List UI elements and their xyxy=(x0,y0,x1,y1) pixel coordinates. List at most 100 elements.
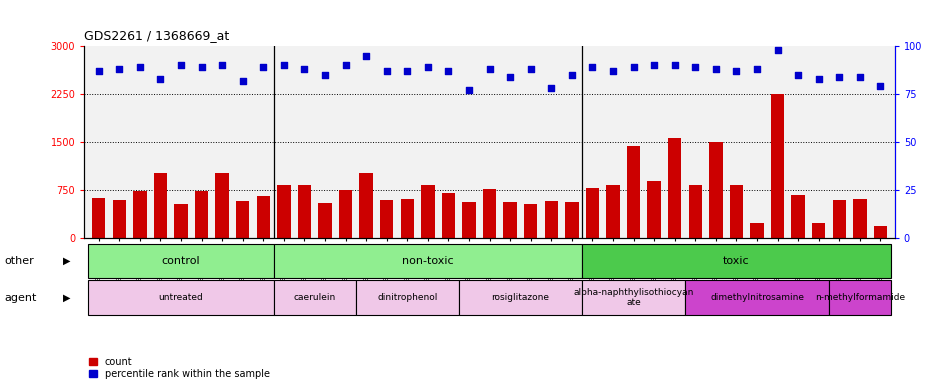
Bar xyxy=(729,185,742,238)
Bar xyxy=(154,174,167,238)
Bar xyxy=(174,204,187,238)
Point xyxy=(400,68,415,74)
Legend: count, percentile rank within the sample: count, percentile rank within the sample xyxy=(89,357,270,379)
Point xyxy=(317,72,332,78)
Bar xyxy=(277,185,290,238)
Text: alpha-naphthylisothiocyan
ate: alpha-naphthylisothiocyan ate xyxy=(573,288,693,307)
Bar xyxy=(256,196,270,238)
Bar xyxy=(461,202,475,238)
Point xyxy=(769,47,784,53)
Bar xyxy=(564,202,578,238)
Bar xyxy=(581,280,684,315)
Point xyxy=(749,66,764,72)
Text: other: other xyxy=(5,256,35,266)
Point xyxy=(502,74,517,80)
Bar xyxy=(88,244,273,278)
Text: ▶: ▶ xyxy=(63,256,70,266)
Text: non-toxic: non-toxic xyxy=(402,256,453,266)
Point xyxy=(441,68,456,74)
Point xyxy=(584,64,599,70)
Point xyxy=(522,66,537,72)
Point xyxy=(379,68,394,74)
Bar xyxy=(401,199,414,238)
Point xyxy=(420,64,435,70)
Bar xyxy=(133,191,146,238)
Bar xyxy=(459,280,581,315)
Bar xyxy=(421,185,434,238)
Point xyxy=(563,72,578,78)
Bar xyxy=(688,185,701,238)
Bar xyxy=(626,146,639,238)
Point xyxy=(625,64,640,70)
Point xyxy=(153,76,168,82)
Bar xyxy=(359,174,373,238)
Bar xyxy=(195,191,208,238)
Bar xyxy=(380,200,393,238)
Bar xyxy=(273,244,581,278)
Point xyxy=(605,68,620,74)
Bar xyxy=(770,94,783,238)
Bar xyxy=(273,280,356,315)
Bar xyxy=(298,185,311,238)
Bar xyxy=(544,201,557,238)
Point xyxy=(297,66,312,72)
Point xyxy=(256,64,271,70)
Text: n-methylformamide: n-methylformamide xyxy=(814,293,904,302)
Point xyxy=(811,76,826,82)
Bar xyxy=(684,280,828,315)
Point xyxy=(91,68,106,74)
Text: dimethylnitrosamine: dimethylnitrosamine xyxy=(709,293,803,302)
Point xyxy=(872,83,887,89)
Bar xyxy=(318,203,331,238)
Point xyxy=(276,62,291,68)
Text: untreated: untreated xyxy=(158,293,203,302)
Point xyxy=(481,66,496,72)
Point xyxy=(358,53,373,59)
Bar xyxy=(88,280,273,315)
Bar xyxy=(832,200,845,238)
Bar xyxy=(356,280,459,315)
Bar xyxy=(482,189,496,238)
Point xyxy=(790,72,805,78)
Point xyxy=(338,62,353,68)
Bar xyxy=(853,199,866,238)
Bar xyxy=(339,190,352,238)
Text: ▶: ▶ xyxy=(63,293,70,303)
Text: GDS2261 / 1368669_at: GDS2261 / 1368669_at xyxy=(84,29,229,42)
Bar xyxy=(215,174,228,238)
Bar xyxy=(523,204,537,238)
Bar xyxy=(872,226,886,238)
Point xyxy=(194,64,209,70)
Point xyxy=(235,78,250,84)
Text: toxic: toxic xyxy=(723,256,749,266)
Point xyxy=(214,62,229,68)
Point xyxy=(111,66,126,72)
Point xyxy=(831,74,846,80)
Bar xyxy=(812,223,825,238)
Point xyxy=(646,62,661,68)
Bar xyxy=(709,142,722,238)
Bar xyxy=(112,200,125,238)
Bar xyxy=(92,199,106,238)
Text: rosiglitazone: rosiglitazone xyxy=(490,293,548,302)
Bar xyxy=(606,185,619,238)
Point xyxy=(543,85,558,91)
Bar xyxy=(791,195,804,238)
Point xyxy=(132,64,147,70)
Bar xyxy=(750,223,763,238)
Text: caerulein: caerulein xyxy=(293,293,335,302)
Point xyxy=(687,64,702,70)
Point xyxy=(708,66,723,72)
Bar xyxy=(441,193,455,238)
Bar xyxy=(647,181,660,238)
Text: agent: agent xyxy=(5,293,37,303)
Bar xyxy=(585,187,598,238)
Bar xyxy=(581,244,890,278)
Text: dinitrophenol: dinitrophenol xyxy=(376,293,437,302)
Bar xyxy=(503,202,517,238)
Bar xyxy=(236,201,249,238)
Text: control: control xyxy=(162,256,200,266)
Point xyxy=(728,68,743,74)
Point xyxy=(461,87,476,93)
Bar xyxy=(828,280,890,315)
